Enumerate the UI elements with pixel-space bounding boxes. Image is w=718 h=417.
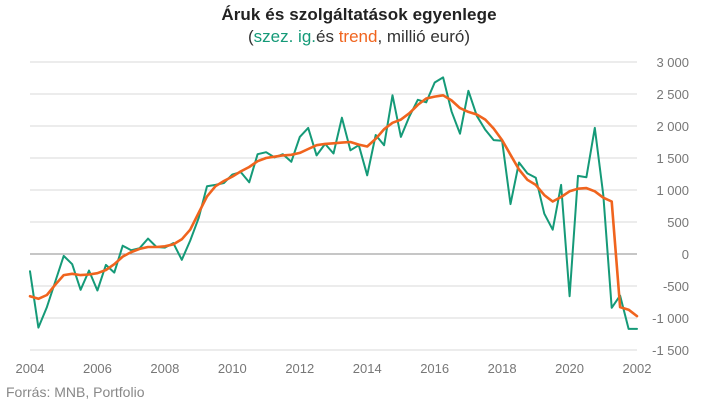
- x-tick-label: 2016: [420, 361, 449, 376]
- y-tick-label: -1 500: [652, 343, 689, 358]
- subtitle-open-paren: (: [247, 27, 254, 46]
- x-tick-label: 2014: [353, 361, 382, 376]
- y-tick-label: 1 000: [656, 183, 689, 198]
- x-tick-label: 2010: [218, 361, 247, 376]
- y-tick-label: 1 500: [656, 151, 689, 166]
- y-tick-label: 3 000: [656, 55, 689, 70]
- y-axis-ticks: 3 000 2 500 2 000 1 500 1 000 500 0 -500 -1 000 -…: [652, 55, 689, 358]
- x-tick-label: 2006: [83, 361, 112, 376]
- y-tick-label: 2 500: [656, 87, 689, 102]
- x-tick-label: 2002: [623, 361, 652, 376]
- x-tick-label: 2020: [555, 361, 584, 376]
- y-tick-label: 500: [667, 215, 689, 230]
- subtitle-unit: , millió euró): [377, 27, 471, 46]
- legend-trend-label: trend: [338, 27, 378, 46]
- legend-seasonal-label: szez. ig.: [253, 27, 316, 46]
- chart-title: Áruk és szolgáltatások egyenlege: [221, 5, 497, 24]
- series-lines: [28, 76, 639, 330]
- chart-subtitle: (szez. ig.és trend, millió euró): [0, 27, 718, 47]
- gridlines: [30, 61, 637, 351]
- y-tick-label: 2 000: [656, 119, 689, 134]
- y-tick-label: -1 000: [652, 311, 689, 326]
- x-tick-label: 2012: [285, 361, 314, 376]
- trend-series-line: [28, 94, 639, 318]
- y-tick-label: -500: [663, 279, 689, 294]
- x-tick-label: 2004: [16, 361, 45, 376]
- source-note: Forrás: MNB, Portfolio: [6, 384, 145, 400]
- subtitle-connector: és: [316, 27, 339, 46]
- x-tick-label: 2018: [488, 361, 517, 376]
- seasonal-series-line: [29, 76, 638, 330]
- y-tick-label: 0: [682, 247, 689, 262]
- x-axis-ticks: 2004 2006 2008 2010 2012 2014 2016 2018 2020 2002: [16, 361, 652, 376]
- x-tick-label: 2008: [150, 361, 179, 376]
